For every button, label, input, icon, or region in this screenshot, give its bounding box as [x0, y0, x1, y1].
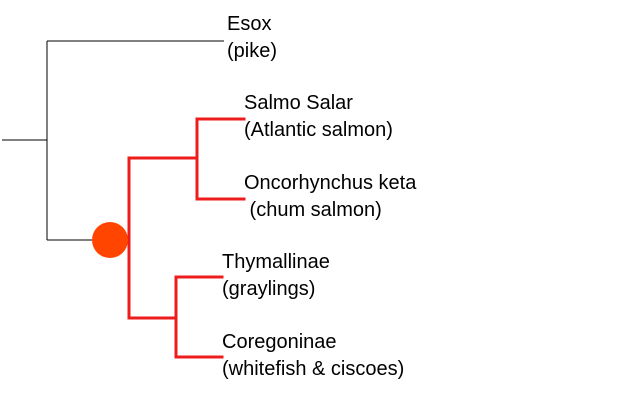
- taxon-common-name: (chum salmon): [244, 199, 382, 221]
- taxon-name: Salmo Salar: [244, 92, 353, 114]
- taxon-common-name: (Atlantic salmon): [244, 119, 393, 141]
- taxon-name: Oncorhynchus keta: [244, 172, 417, 194]
- taxon-common-name: (graylings): [222, 278, 316, 300]
- salmonidae-node-marker: [92, 222, 128, 258]
- outgroup-branches: [2, 40, 224, 241]
- taxon-label-esox: Esox (pike): [227, 11, 277, 65]
- taxon-common-name: (pike): [227, 40, 278, 62]
- taxon-label-oncorhynchus-keta: Oncorhynchus keta (chum salmon): [244, 170, 416, 224]
- taxon-label-salmo-salar: Salmo Salar (Atlantic salmon): [244, 90, 393, 144]
- taxon-label-coregoninae: Coregoninae (whitefish & ciscoes): [222, 329, 404, 383]
- salmonidae-branches: [108, 117, 246, 359]
- taxon-name: Thymallinae: [222, 251, 330, 273]
- taxon-name: Coregoninae: [222, 331, 337, 353]
- taxon-label-thymallinae: Thymallinae (graylings): [222, 249, 330, 303]
- taxon-name: Esox: [227, 13, 272, 35]
- taxon-common-name: (whitefish & ciscoes): [222, 358, 405, 380]
